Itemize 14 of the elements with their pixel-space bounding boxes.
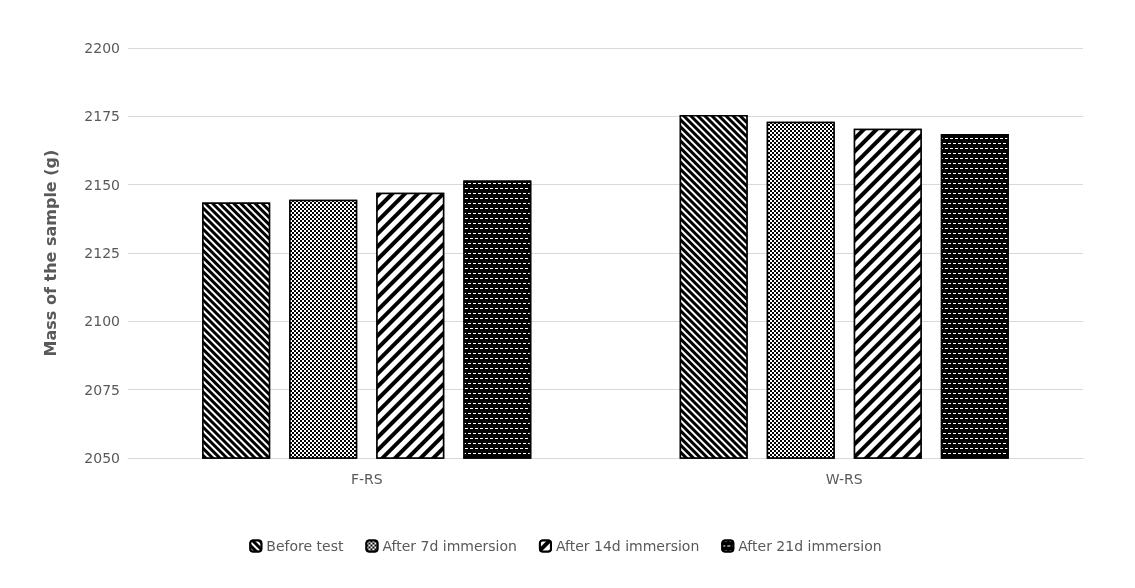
y-tick-label: 2100 <box>84 313 120 330</box>
x-tick-label: F-RS <box>350 471 383 487</box>
y-tick-label: 2200 <box>84 40 120 56</box>
legend-label: Before test <box>266 538 344 554</box>
y-axis-title: Mass of the sample (g) <box>40 149 60 357</box>
legend-label: After 7d immersion <box>382 538 517 554</box>
legend-label: After 14d immersion <box>555 538 700 554</box>
y-tick-label: 2075 <box>84 381 120 398</box>
y-tick-label: 2175 <box>84 108 120 125</box>
x-tick-label: W-RS <box>825 471 863 487</box>
y-tick-label: 2125 <box>84 245 120 261</box>
y-tick-label: 2050 <box>84 450 120 466</box>
y-tick-label: 2150 <box>84 176 120 193</box>
legend-label: After 21d immersion <box>738 538 882 554</box>
